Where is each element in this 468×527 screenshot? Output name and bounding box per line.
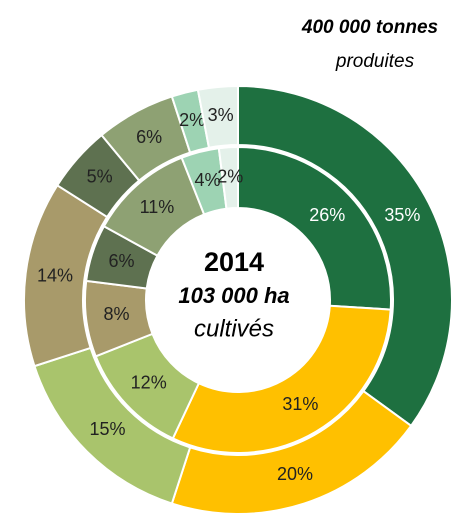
center-area: 103 000 ha — [178, 283, 289, 308]
center-year: 2014 — [204, 247, 264, 277]
donut-segment — [237, 84, 453, 428]
data-label: 20% — [277, 464, 313, 484]
data-label: 26% — [309, 205, 345, 225]
data-label: 31% — [282, 394, 318, 414]
donut-segment — [217, 145, 239, 210]
data-label: 6% — [136, 127, 162, 147]
data-label: 15% — [90, 419, 126, 439]
data-label: 12% — [131, 373, 167, 393]
data-label: 5% — [87, 167, 113, 187]
data-label: 35% — [384, 205, 420, 225]
data-label: 8% — [103, 304, 129, 324]
donut-segment — [196, 84, 239, 149]
data-label: 11% — [140, 197, 175, 217]
annotation: produites — [335, 51, 415, 72]
donut-segment — [237, 145, 392, 311]
donut-segment — [171, 304, 392, 454]
data-label: 2% — [217, 166, 243, 186]
data-label: 3% — [208, 105, 234, 125]
data-label: 4% — [195, 170, 221, 190]
annotation: 400 000 tonnes — [301, 17, 438, 38]
data-label: 6% — [108, 251, 134, 271]
data-label: 14% — [37, 266, 73, 286]
center-note: cultivés — [194, 315, 274, 342]
data-label: 2% — [179, 110, 205, 130]
